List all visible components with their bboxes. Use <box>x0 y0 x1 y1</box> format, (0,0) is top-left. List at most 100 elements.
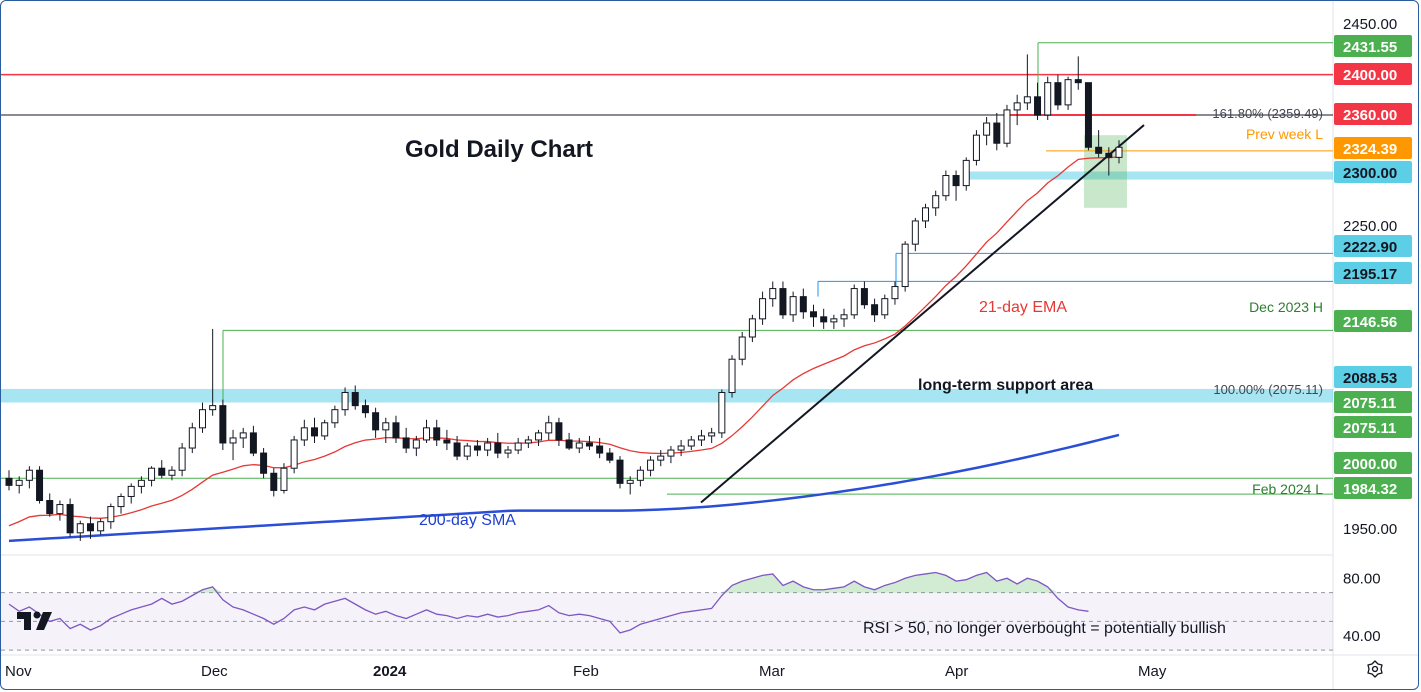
candle-body <box>596 445 604 454</box>
candle-body <box>107 506 115 523</box>
candle-body <box>616 459 624 484</box>
gear-icon[interactable] <box>1367 660 1383 678</box>
candle-body <box>392 422 400 439</box>
candle-body <box>545 422 553 434</box>
candle-body <box>382 422 390 431</box>
candle-body <box>56 504 64 515</box>
logo-part <box>36 612 52 630</box>
price-tag-label: 2088.53 <box>1343 370 1397 387</box>
candle-body <box>962 159 970 187</box>
price-tag: 2146.56 <box>1334 310 1412 332</box>
rsi-tick-label: 80.00 <box>1343 570 1381 587</box>
candle-body <box>860 288 868 306</box>
time-tick-label: Apr <box>945 663 968 680</box>
price-tag-label: 2300.00 <box>1343 165 1397 182</box>
candle-body <box>127 485 135 497</box>
chart-title: Gold Daily Chart <box>405 136 593 163</box>
price-tag: 2088.53 <box>1334 366 1412 388</box>
candle-body <box>46 500 54 515</box>
candle-body <box>942 175 950 197</box>
candle-body <box>881 298 889 316</box>
candle-body <box>494 442 502 454</box>
price-tag-box <box>1334 63 1412 85</box>
candle-body <box>504 449 512 454</box>
candle-body <box>280 467 288 491</box>
time-tick-label: May <box>1138 663 1167 680</box>
price-tag-box <box>1334 137 1412 159</box>
candle-body <box>667 449 675 457</box>
price-tag: 2360.00 <box>1334 103 1412 125</box>
candle-body <box>850 288 858 316</box>
price-tag-label: 1984.32 <box>1343 481 1397 498</box>
price-tag-label: 2360.00 <box>1343 107 1397 124</box>
candle-body <box>341 392 349 411</box>
candle-body <box>779 288 787 316</box>
candle-body <box>840 314 848 320</box>
candle-body <box>361 405 369 414</box>
annotation-label: 200-day SMA <box>419 512 516 529</box>
candle-body <box>260 452 268 474</box>
candle-body <box>66 504 74 534</box>
candle-body <box>443 439 451 444</box>
ema-21-line <box>8 156 1120 527</box>
time-tick-label: 2024 <box>373 663 407 680</box>
time-tick-label: Dec <box>201 663 228 680</box>
candle-body <box>158 467 166 476</box>
price-tag-label: 2075.11 <box>1343 420 1396 437</box>
sma-200-line <box>8 433 1120 543</box>
candle-body <box>748 318 756 338</box>
candle-body <box>535 432 543 441</box>
time-tick-label: Feb <box>573 663 599 680</box>
candle-body <box>351 392 359 407</box>
tradingview-logo-icon <box>17 611 52 630</box>
candle-body <box>36 469 44 502</box>
candle-body <box>1044 82 1052 116</box>
candle-body <box>738 336 746 360</box>
candle-body <box>117 495 125 508</box>
price-tag: 2000.00 <box>1334 452 1412 474</box>
time-tick-label: Mar <box>759 663 785 680</box>
candle-body <box>1003 109 1011 144</box>
candle-body <box>463 445 471 457</box>
candle-body <box>423 427 431 441</box>
candle-body <box>759 298 767 320</box>
fib-label: 161.80% (2359.49) <box>1212 106 1323 121</box>
candle-body <box>300 427 308 441</box>
rsi-tick-label: 40.00 <box>1343 628 1381 645</box>
annotation-label: Prev week L <box>1246 126 1323 142</box>
candle-body <box>1084 82 1092 148</box>
price-tick-label: 1950.00 <box>1343 521 1397 538</box>
candle-body <box>932 195 940 209</box>
candle-body <box>820 316 828 323</box>
support-zone <box>1 388 1333 403</box>
candle-body <box>249 432 257 454</box>
candle-body <box>188 427 196 449</box>
candle-body <box>76 523 84 534</box>
candle-body <box>993 122 1001 144</box>
logo-part <box>17 612 31 630</box>
candle-body <box>565 439 573 449</box>
candle-body <box>1064 79 1072 106</box>
candle-body <box>657 455 665 461</box>
candle-body <box>137 479 145 487</box>
candle-body <box>473 445 481 451</box>
gear-outline <box>1367 660 1383 678</box>
candle-body <box>983 122 991 136</box>
candle-body <box>412 439 420 449</box>
price-tag: 2195.17 <box>1334 262 1412 284</box>
price-tag: 1984.32 <box>1334 477 1412 499</box>
candle-body <box>198 409 206 429</box>
candle-body <box>209 405 217 411</box>
price-tag: 2400.00 <box>1334 63 1412 85</box>
candle-body <box>911 220 919 245</box>
price-tag-label: 2324.39 <box>1343 141 1397 158</box>
annotation-label: Dec 2023 H <box>1249 299 1323 315</box>
candle-body <box>585 442 593 447</box>
candle-body <box>789 296 797 316</box>
price-tag-label: 2400.00 <box>1343 67 1397 84</box>
price-tag-label: 2222.90 <box>1343 239 1397 256</box>
price-tag-box <box>1334 416 1412 438</box>
candle-body <box>718 392 726 434</box>
candle-body <box>769 288 777 300</box>
